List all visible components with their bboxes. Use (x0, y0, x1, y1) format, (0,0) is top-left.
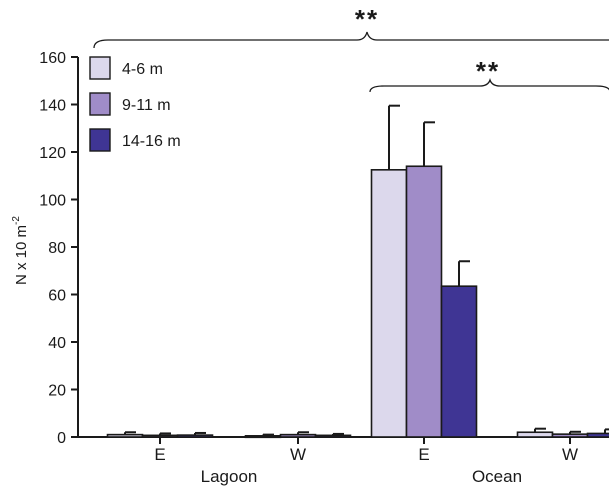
y-tick-label: 20 (48, 383, 66, 400)
x-category-label: E (418, 445, 429, 464)
bar (551, 433, 589, 438)
legend-swatch (89, 128, 111, 152)
legend-swatch (89, 92, 111, 116)
bar (106, 433, 144, 438)
bar (370, 169, 408, 438)
bar (405, 165, 443, 438)
x-category-label: E (154, 445, 165, 464)
bar (244, 435, 282, 439)
y-tick-label: 80 (48, 240, 66, 257)
x-group-label: Lagoon (201, 467, 258, 486)
legend-label: 9-11 m (122, 97, 171, 114)
bar (516, 431, 554, 438)
y-tick-label: 140 (39, 98, 66, 115)
significance-brace-all (93, 31, 609, 49)
bar (176, 434, 214, 438)
bar (141, 434, 179, 438)
legend-swatch (89, 56, 111, 80)
y-tick-label: 60 (48, 288, 66, 305)
y-tick-label: 160 (39, 50, 66, 67)
x-group-label: Ocean (472, 467, 522, 486)
y-tick-label: 100 (39, 193, 66, 210)
x-category-label: W (562, 445, 578, 464)
y-axis-title: N x 10 m-2 (11, 216, 30, 285)
significance-marker-ocean: ** (476, 56, 500, 86)
bar (279, 433, 317, 438)
bar (314, 434, 352, 438)
legend-label: 4-6 m (122, 61, 163, 78)
significance-brace-ocean (369, 77, 609, 93)
bar (440, 285, 478, 438)
y-tick-label: 0 (57, 430, 66, 447)
significance-marker-all: ** (355, 4, 379, 34)
bar (586, 432, 609, 438)
legend-label: 14-16 m (122, 133, 181, 150)
y-tick-label: 120 (39, 145, 66, 162)
x-category-label: W (290, 445, 306, 464)
y-tick-label: 40 (48, 335, 66, 352)
